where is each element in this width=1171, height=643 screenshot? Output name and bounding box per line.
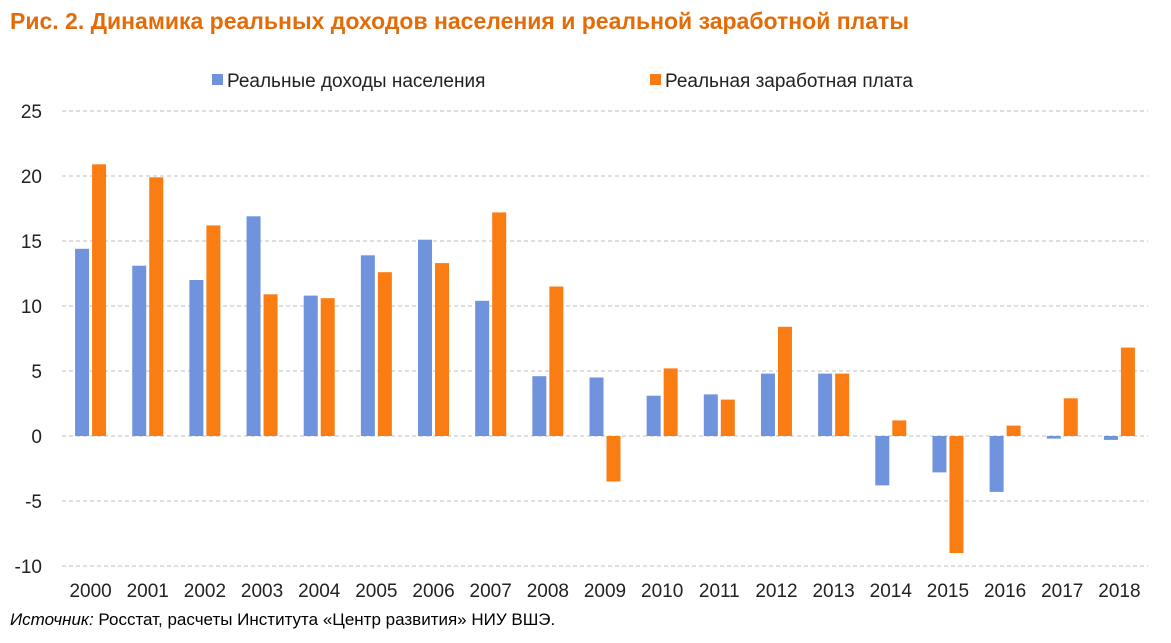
chart-title: Рис. 2. Динамика реальных доходов населе… xyxy=(10,8,909,34)
y-axis-ticks: 25 20 15 10 5 0 -5 -10 xyxy=(15,102,42,578)
x-tick-label: 2005 xyxy=(355,581,397,602)
bar-wage-2010 xyxy=(663,368,678,436)
x-axis-ticks: 2000 2001 2002 2003 2004 2005 2006 2007 2008 2009… xyxy=(69,581,1140,602)
bar-wage-2011 xyxy=(720,399,735,436)
source-label: Источник: xyxy=(10,610,94,629)
y-tick-label: -10 xyxy=(15,557,42,578)
y-tick-label: 10 xyxy=(21,297,42,318)
x-tick-label: 2013 xyxy=(812,581,854,602)
bars xyxy=(75,164,1135,553)
y-tick-label: 15 xyxy=(21,232,42,253)
x-tick-label: 2016 xyxy=(984,581,1026,602)
x-tick-label: 2002 xyxy=(184,581,226,602)
x-tick-label: 2007 xyxy=(470,581,512,602)
x-tick-label: 2010 xyxy=(641,581,683,602)
bar-wage-2015 xyxy=(949,436,964,553)
bar-income-2008 xyxy=(532,376,547,436)
bar-income-2013 xyxy=(818,373,833,436)
legend-swatch xyxy=(650,74,661,85)
legend-label: Реальные доходы населения xyxy=(227,71,485,92)
bar-income-2000 xyxy=(75,248,90,436)
bar-income-2011 xyxy=(703,394,718,436)
y-tick-label: 20 xyxy=(21,167,42,188)
legend: Реальные доходы населения Реальная зарабо… xyxy=(212,71,913,92)
x-tick-label: 2004 xyxy=(298,581,341,602)
legend-swatch xyxy=(212,74,223,85)
bar-income-2017 xyxy=(1046,436,1061,439)
x-tick-label: 2006 xyxy=(412,581,454,602)
bar-wage-2009 xyxy=(606,436,621,482)
bar-wage-2017 xyxy=(1063,398,1078,436)
x-tick-label: 2011 xyxy=(699,581,740,602)
bar-income-2018 xyxy=(1103,436,1118,440)
bar-wage-2005 xyxy=(377,272,392,436)
x-tick-label: 2000 xyxy=(69,581,111,602)
legend-label: Реальная заработная плата xyxy=(665,71,913,92)
bar-income-2005 xyxy=(360,255,375,436)
bar-wage-2003 xyxy=(263,294,278,436)
x-tick-label: 2017 xyxy=(1041,581,1083,602)
bar-income-2014 xyxy=(875,436,890,486)
bar-wage-2002 xyxy=(206,225,221,436)
bar-wage-2013 xyxy=(835,373,850,436)
bar-wage-2000 xyxy=(92,164,107,437)
bar-wage-2008 xyxy=(549,286,564,436)
bar-income-2002 xyxy=(189,280,204,436)
bar-wage-2001 xyxy=(149,177,164,437)
bar-income-2010 xyxy=(646,395,661,436)
bar-income-2007 xyxy=(475,300,490,436)
x-tick-label: 2012 xyxy=(755,581,797,602)
y-tick-label: 0 xyxy=(31,427,42,448)
bar-wage-2004 xyxy=(320,298,335,436)
x-tick-label: 2003 xyxy=(241,581,283,602)
x-tick-label: 2001 xyxy=(127,581,169,602)
x-tick-label: 2018 xyxy=(1098,581,1140,602)
bar-income-2015 xyxy=(932,436,947,473)
bar-income-2006 xyxy=(418,239,433,436)
bar-income-2001 xyxy=(132,265,147,436)
bar-wage-2007 xyxy=(492,212,507,436)
bar-wage-2018 xyxy=(1120,347,1135,436)
bar-wage-2012 xyxy=(777,326,792,436)
y-tick-label: 5 xyxy=(31,362,42,383)
x-tick-label: 2014 xyxy=(870,581,913,602)
y-tick-label: -5 xyxy=(25,492,42,513)
bar-income-2004 xyxy=(303,295,318,436)
x-tick-label: 2009 xyxy=(584,581,626,602)
bar-wage-2014 xyxy=(892,420,907,436)
bar-income-2012 xyxy=(760,373,775,436)
y-tick-label: 25 xyxy=(21,102,42,123)
gridlines xyxy=(62,110,1148,567)
bar-income-2003 xyxy=(246,216,261,436)
bar-wage-2016 xyxy=(1006,425,1021,436)
bar-income-2016 xyxy=(989,436,1004,492)
x-tick-label: 2008 xyxy=(527,581,569,602)
bar-income-2009 xyxy=(589,377,604,436)
bar-wage-2006 xyxy=(435,263,450,436)
source-text: Росстат, расчеты Института «Центр развит… xyxy=(93,610,556,629)
source-note: Источник: Росстат, расчеты Института «Це… xyxy=(10,610,555,630)
x-tick-label: 2015 xyxy=(927,581,969,602)
